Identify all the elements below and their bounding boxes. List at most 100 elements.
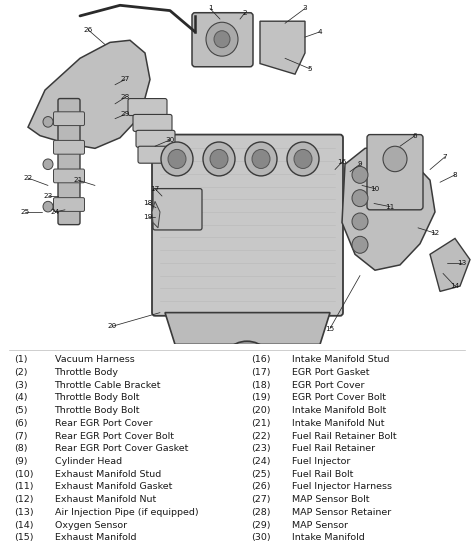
Text: Fuel Rail Bolt: Fuel Rail Bolt — [292, 470, 353, 479]
Text: (30): (30) — [251, 533, 271, 542]
Text: Rear EGR Port Cover: Rear EGR Port Cover — [55, 419, 152, 428]
Text: (2): (2) — [14, 368, 27, 377]
Text: (22): (22) — [251, 432, 271, 441]
Text: EGR Port Gasket: EGR Port Gasket — [292, 368, 369, 377]
Circle shape — [203, 142, 235, 176]
Circle shape — [352, 236, 368, 253]
Text: 6: 6 — [413, 133, 417, 139]
Text: 10: 10 — [370, 185, 380, 192]
FancyBboxPatch shape — [54, 141, 84, 154]
Circle shape — [352, 213, 368, 230]
Text: 23: 23 — [44, 193, 53, 199]
Text: (25): (25) — [251, 470, 271, 479]
Circle shape — [168, 150, 186, 169]
Text: Oxygen Sensor: Oxygen Sensor — [55, 521, 127, 530]
Polygon shape — [430, 239, 470, 291]
Circle shape — [219, 341, 275, 400]
Polygon shape — [28, 40, 150, 148]
Circle shape — [294, 150, 312, 169]
Text: (16): (16) — [251, 355, 271, 364]
Text: 5: 5 — [308, 66, 312, 72]
Text: Exhaust Manifold Stud: Exhaust Manifold Stud — [55, 470, 161, 479]
FancyBboxPatch shape — [58, 99, 80, 225]
Text: 19: 19 — [143, 214, 153, 220]
Polygon shape — [342, 146, 435, 270]
Text: Vacuum Harness: Vacuum Harness — [55, 355, 134, 364]
Text: (20): (20) — [251, 406, 271, 415]
Text: Exhaust Manifold: Exhaust Manifold — [55, 533, 136, 542]
Text: (18): (18) — [251, 381, 271, 390]
Text: 25: 25 — [20, 209, 29, 215]
Text: Exhaust Manifold Gasket: Exhaust Manifold Gasket — [55, 482, 172, 491]
Text: Rear EGR Port Cover Gasket: Rear EGR Port Cover Gasket — [55, 444, 188, 453]
Polygon shape — [152, 202, 160, 228]
Text: (8): (8) — [14, 444, 27, 453]
Circle shape — [245, 142, 277, 176]
Text: (17): (17) — [251, 368, 271, 377]
FancyBboxPatch shape — [54, 198, 84, 212]
Text: 3: 3 — [303, 6, 307, 11]
Text: 26: 26 — [83, 27, 92, 32]
FancyBboxPatch shape — [153, 189, 202, 230]
Text: 18: 18 — [143, 200, 153, 207]
Text: (27): (27) — [251, 495, 271, 504]
Text: (1): (1) — [14, 355, 27, 364]
Text: (13): (13) — [14, 508, 34, 517]
FancyBboxPatch shape — [152, 134, 343, 316]
Text: 9: 9 — [358, 161, 362, 167]
Text: (11): (11) — [14, 482, 34, 491]
Text: EGR Port Cover: EGR Port Cover — [292, 381, 364, 390]
FancyBboxPatch shape — [128, 99, 167, 115]
Circle shape — [352, 166, 368, 183]
Text: (5): (5) — [14, 406, 27, 415]
Text: Throttle Body: Throttle Body — [55, 368, 118, 377]
Text: (29): (29) — [251, 521, 271, 530]
Circle shape — [43, 116, 53, 127]
Text: (9): (9) — [14, 457, 27, 466]
FancyBboxPatch shape — [367, 134, 423, 210]
Text: 12: 12 — [430, 230, 439, 236]
Text: 15: 15 — [325, 325, 335, 332]
FancyBboxPatch shape — [54, 169, 84, 183]
Text: 20: 20 — [108, 323, 117, 329]
Text: Fuel Injector Harness: Fuel Injector Harness — [292, 482, 392, 491]
Text: 16: 16 — [337, 159, 346, 165]
Text: Intake Manifold Bolt: Intake Manifold Bolt — [292, 406, 386, 415]
Text: (15): (15) — [14, 533, 34, 542]
Text: Throttle Body Bolt: Throttle Body Bolt — [55, 393, 140, 402]
Text: Fuel Rail Retainer: Fuel Rail Retainer — [292, 444, 374, 453]
Text: Fuel Injector: Fuel Injector — [292, 457, 350, 466]
FancyBboxPatch shape — [133, 114, 172, 132]
Circle shape — [210, 150, 228, 169]
Text: (3): (3) — [14, 381, 28, 390]
Text: (21): (21) — [251, 419, 271, 428]
Text: 27: 27 — [120, 77, 129, 82]
Text: 1: 1 — [208, 6, 212, 11]
Circle shape — [161, 142, 193, 176]
Text: Throttle Cable Bracket: Throttle Cable Bracket — [55, 381, 161, 390]
Text: (26): (26) — [251, 482, 271, 491]
Text: 29: 29 — [120, 111, 129, 118]
Circle shape — [206, 22, 238, 56]
Text: (4): (4) — [14, 393, 27, 402]
Text: MAP Sensor: MAP Sensor — [292, 521, 347, 530]
Text: Cylinder Head: Cylinder Head — [55, 457, 122, 466]
Circle shape — [287, 142, 319, 176]
Text: (19): (19) — [251, 393, 271, 402]
Text: 13: 13 — [457, 260, 466, 266]
Text: 14: 14 — [450, 283, 460, 289]
Text: 11: 11 — [385, 204, 395, 209]
Circle shape — [383, 146, 407, 172]
Text: (10): (10) — [14, 470, 34, 479]
Text: Air Injection Pipe (if equipped): Air Injection Pipe (if equipped) — [55, 508, 198, 517]
FancyBboxPatch shape — [136, 130, 175, 147]
Text: Fuel Rail Retainer Bolt: Fuel Rail Retainer Bolt — [292, 432, 396, 441]
Text: (14): (14) — [14, 521, 34, 530]
Circle shape — [43, 159, 53, 170]
Text: 4: 4 — [318, 29, 322, 35]
Circle shape — [227, 349, 267, 392]
Text: 24: 24 — [50, 209, 60, 215]
Text: Throttle Body Bolt: Throttle Body Bolt — [55, 406, 140, 415]
FancyBboxPatch shape — [192, 13, 253, 67]
Text: 17: 17 — [150, 185, 160, 192]
